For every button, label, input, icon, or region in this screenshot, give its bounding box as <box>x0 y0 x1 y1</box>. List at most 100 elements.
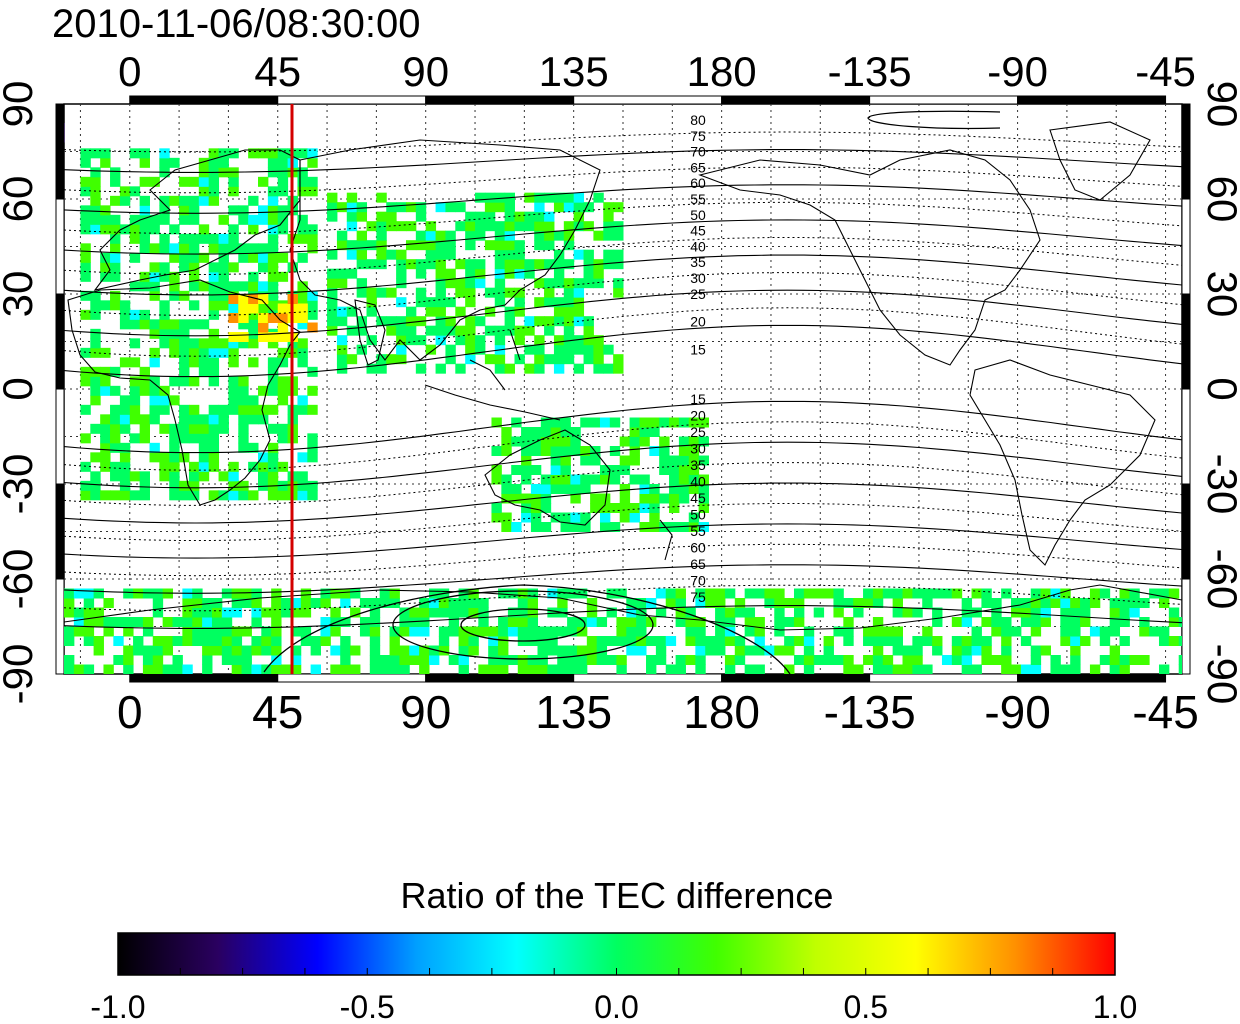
data-cell <box>169 480 180 491</box>
contour-line <box>64 324 1182 378</box>
data-cell <box>277 376 289 387</box>
data-cell <box>803 636 815 646</box>
data-cell <box>774 617 785 627</box>
data-cell <box>445 249 456 260</box>
data-cell <box>100 224 111 235</box>
data-cell <box>853 607 864 618</box>
data-cell <box>583 249 594 260</box>
data-cell <box>169 433 180 444</box>
data-cell <box>366 297 377 308</box>
data-cell <box>593 192 604 203</box>
data-cell <box>228 224 239 235</box>
data-cell <box>540 417 552 428</box>
data-cell <box>606 636 617 646</box>
data-cell <box>715 645 726 656</box>
data-cell <box>455 287 466 298</box>
data-cell <box>636 636 647 646</box>
data-cell <box>129 490 141 501</box>
data-cell <box>356 259 368 270</box>
data-cell <box>563 316 575 327</box>
data-cell <box>307 385 318 396</box>
frame-bar-top <box>869 95 1019 105</box>
data-cell <box>567 617 578 627</box>
data-cell <box>336 363 348 374</box>
data-cell <box>290 626 302 637</box>
data-cell <box>843 664 854 674</box>
data-cell <box>715 598 726 608</box>
contour-label: 15 <box>690 391 706 407</box>
data-cell <box>646 636 657 646</box>
data-cell <box>715 607 726 618</box>
data-cell <box>376 240 387 251</box>
data-cell <box>188 300 200 311</box>
data-cell <box>774 645 785 656</box>
data-cell <box>570 484 581 494</box>
data-cell <box>100 385 111 396</box>
data-cell <box>507 617 519 627</box>
contour-label: 60 <box>690 540 706 556</box>
data-cell <box>1109 598 1121 608</box>
data-cell <box>149 328 160 339</box>
data-cell <box>228 471 239 482</box>
data-cell <box>188 480 200 491</box>
data-cell <box>307 233 318 244</box>
data-cell <box>501 493 512 504</box>
data-cell <box>649 484 660 494</box>
data-cell <box>415 335 427 346</box>
data-cell <box>560 522 571 532</box>
data-cell <box>336 240 348 251</box>
data-cell <box>376 211 387 222</box>
data-cell <box>580 474 591 485</box>
data-cell <box>1030 645 1042 656</box>
data-cell <box>688 465 700 475</box>
data-cell <box>774 588 785 599</box>
data-cell <box>238 205 249 216</box>
data-cell <box>149 385 160 396</box>
data-cell <box>744 645 756 656</box>
contour-line <box>64 237 1182 275</box>
data-cell <box>590 455 601 466</box>
data-cell <box>527 588 539 599</box>
data-cell <box>188 233 200 244</box>
data-cell <box>498 617 509 627</box>
data-cell <box>208 176 220 187</box>
data-cell <box>277 490 289 501</box>
data-cell <box>238 414 249 425</box>
data-cell <box>221 645 233 656</box>
data-cell <box>603 221 614 232</box>
data-cell <box>139 490 150 501</box>
data-cell <box>300 598 312 608</box>
data-cell <box>912 655 923 665</box>
data-cell <box>475 230 486 241</box>
data-cell <box>110 490 121 501</box>
data-cell <box>698 417 709 428</box>
data-cell <box>415 211 427 222</box>
contour-ring-outer <box>263 584 791 674</box>
data-cell <box>458 636 469 646</box>
data-cell <box>484 202 496 213</box>
data-cell <box>261 645 272 656</box>
data-cell <box>1168 636 1180 646</box>
data-cell <box>560 427 571 437</box>
data-cell <box>636 598 647 608</box>
data-cell <box>231 598 243 608</box>
data-cell <box>616 664 627 674</box>
data-cell <box>425 259 437 270</box>
data-cell <box>435 278 446 289</box>
data-cell <box>514 249 525 260</box>
data-cell <box>688 417 700 428</box>
data-cell <box>366 287 377 298</box>
contour-line <box>64 523 1182 559</box>
data-cell <box>238 490 249 501</box>
data-cell <box>932 636 943 646</box>
data-cell <box>646 664 657 674</box>
data-cell <box>1060 607 1071 618</box>
data-cell <box>659 436 670 447</box>
data-cell <box>396 278 407 289</box>
data-cell <box>129 309 141 320</box>
data-cell <box>843 655 854 665</box>
data-cell <box>228 176 239 187</box>
data-cell <box>159 214 170 225</box>
data-cell <box>307 433 318 444</box>
